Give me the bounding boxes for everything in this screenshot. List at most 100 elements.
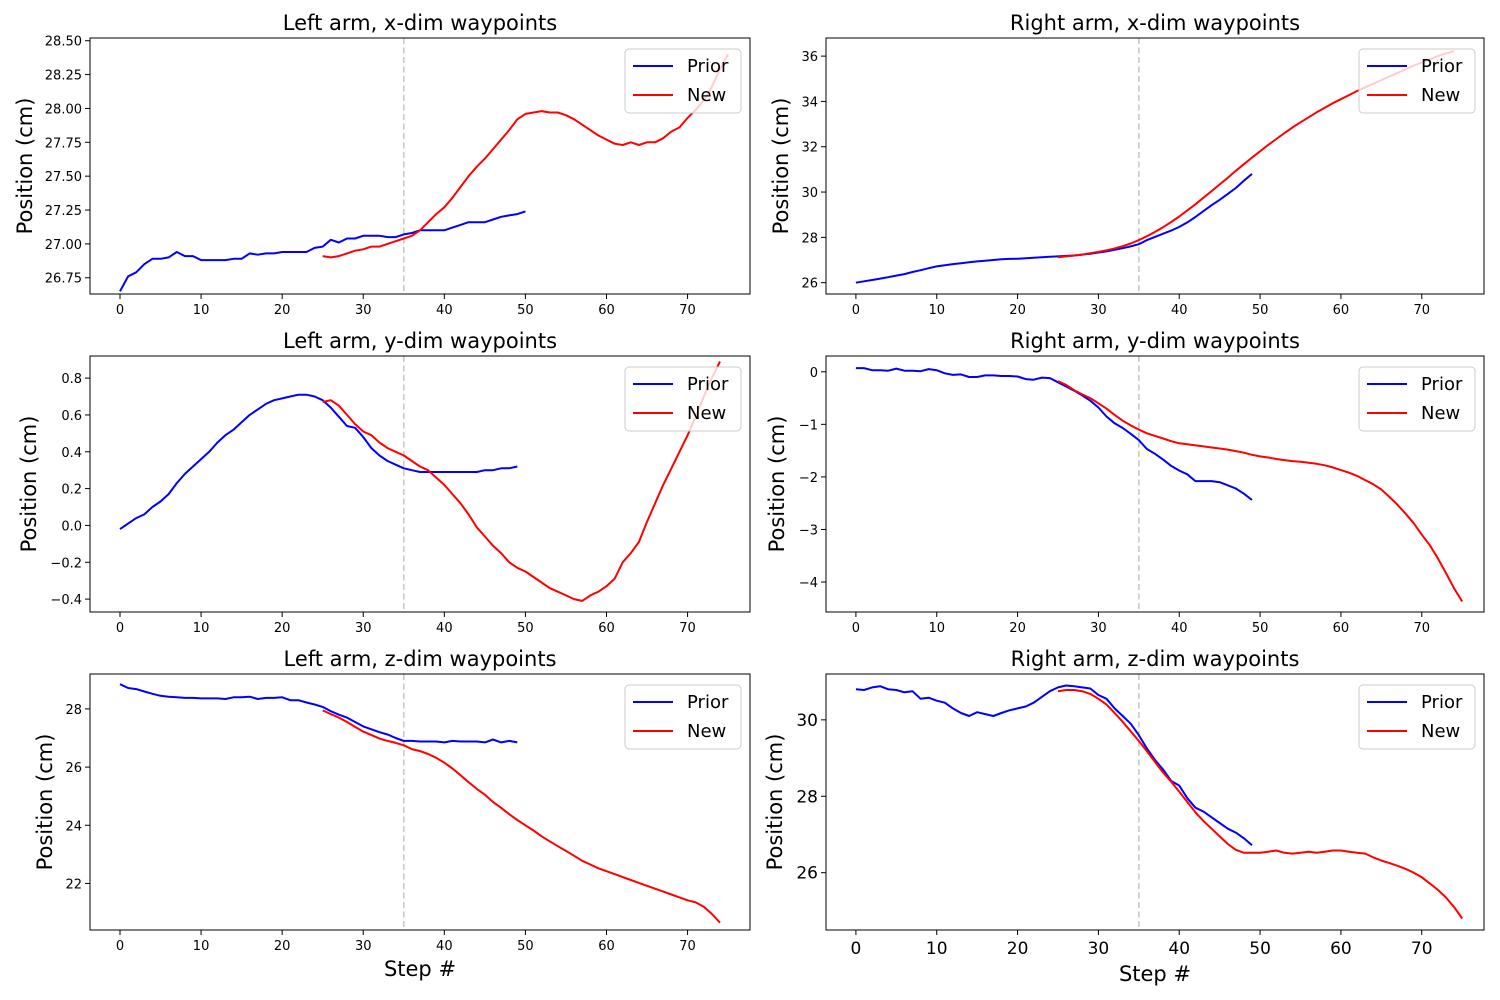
y-axis-label: Position (cm) [17, 416, 41, 553]
x-tick-label: 30 [355, 939, 372, 954]
x-tick-label: 0 [116, 621, 124, 636]
y-axis-label: Position (cm) [765, 416, 789, 553]
x-tick-label: 0 [852, 621, 860, 636]
legend-label-new: New [1421, 403, 1460, 424]
x-tick-label: 40 [1168, 939, 1190, 959]
x-tick-label: 50 [1249, 939, 1271, 959]
y-tick-label: 32 [801, 141, 818, 156]
x-tick-label: 60 [598, 621, 615, 636]
legend-label-new: New [687, 403, 726, 424]
axes-frame [825, 355, 1485, 613]
y-tick-label: 0.6 [61, 409, 82, 424]
legend-label-prior: Prior [687, 692, 729, 713]
legend: Prior New [624, 48, 742, 114]
x-tick-label: 70 [1413, 303, 1430, 318]
x-tick-label: 20 [274, 303, 291, 318]
series-line-new [322, 361, 721, 602]
x-tick-label: 0 [852, 303, 860, 318]
x-tick-label: 20 [1009, 303, 1026, 318]
x-tick-label: 0 [116, 939, 124, 954]
legend-label-prior: Prior [1421, 692, 1463, 713]
series-line-prior [119, 210, 526, 292]
subplot-right-y: Right arm, y-dim waypoints Position (cm)… [765, 329, 1485, 636]
y-tick-label: 26.75 [45, 272, 82, 287]
x-tick-label: 10 [928, 621, 945, 636]
x-tick-label: 50 [517, 621, 534, 636]
series-line-new [1057, 380, 1464, 603]
y-tick-label: 28.50 [45, 35, 82, 50]
y-tick-label: 30 [796, 711, 818, 731]
y-tick-label: 27.00 [45, 238, 82, 253]
x-tick-label: 0 [850, 939, 861, 959]
axes-frame [89, 355, 751, 613]
x-tick-label: 40 [1171, 621, 1188, 636]
y-tick-label: 22 [65, 877, 82, 892]
chart-title: Right arm, z-dim waypoints [1011, 647, 1300, 671]
legend-label-prior: Prior [1421, 374, 1463, 395]
y-tick-label: 27.75 [45, 136, 82, 151]
x-tick-label: 60 [1333, 303, 1350, 318]
y-tick-label: 26 [801, 277, 818, 292]
x-tick-label: 0 [116, 303, 124, 318]
series-line-new [322, 709, 721, 924]
y-axis-label: Position (cm) [769, 98, 793, 235]
subplot-left-z: Left arm, z-dim waypoints Position (cm) … [33, 647, 751, 981]
subplot-right-x: Right arm, x-dim waypoints Position (cm)… [769, 11, 1485, 318]
x-tick-label: 40 [436, 621, 453, 636]
y-tick-label: 36 [801, 50, 818, 65]
x-tick-label: 70 [1413, 621, 1430, 636]
x-tick-label: 20 [1009, 621, 1026, 636]
y-tick-label: 30 [801, 186, 818, 201]
series-line-prior [855, 684, 1253, 846]
x-tick-label: 20 [274, 621, 291, 636]
axes-frame [89, 37, 751, 295]
axes-frame [89, 673, 751, 931]
y-tick-label: 27.50 [45, 170, 82, 185]
legend-label-new: New [1421, 85, 1460, 106]
y-axis-label: Position (cm) [763, 734, 787, 871]
legend: Prior New [624, 684, 742, 750]
x-tick-label: 50 [517, 939, 534, 954]
x-tick-label: 20 [274, 939, 291, 954]
series-line-new [1057, 689, 1464, 920]
x-tick-label: 20 [1007, 939, 1029, 959]
series-line-prior [855, 173, 1253, 284]
x-tick-label: 30 [355, 621, 372, 636]
y-tick-label: 26 [796, 864, 818, 884]
y-tick-label: −3 [799, 523, 818, 538]
chart-title: Left arm, y-dim waypoints [283, 329, 557, 353]
y-tick-label: 28 [801, 231, 818, 246]
legend-label-new: New [687, 85, 726, 106]
legend-label-prior: Prior [687, 56, 729, 77]
x-tick-label: 10 [928, 303, 945, 318]
x-tick-label: 50 [1252, 621, 1269, 636]
legend: Prior New [1358, 366, 1476, 432]
y-tick-label: −1 [799, 418, 818, 433]
x-tick-label: 50 [517, 303, 534, 318]
y-tick-label: 0.2 [61, 483, 82, 498]
x-axis-label: Step # [1119, 962, 1191, 986]
y-tick-label: 0.8 [61, 372, 82, 387]
y-tick-label: 0 [810, 366, 818, 381]
series-line-prior [855, 367, 1253, 501]
axes-frame [825, 37, 1485, 295]
y-tick-label: 28 [796, 787, 818, 807]
y-tick-label: −4 [799, 576, 818, 591]
x-tick-label: 40 [1171, 303, 1188, 318]
y-tick-label: 26 [65, 761, 82, 776]
x-tick-label: 10 [926, 939, 948, 959]
y-axis-label: Position (cm) [13, 98, 37, 235]
x-tick-label: 50 [1252, 303, 1269, 318]
y-tick-label: 0.4 [61, 446, 82, 461]
legend-label-new: New [1421, 721, 1460, 742]
series-line-prior [119, 393, 518, 530]
x-tick-label: 70 [679, 621, 696, 636]
legend: Prior New [1358, 48, 1476, 114]
x-tick-label: 70 [1411, 939, 1433, 959]
x-tick-label: 30 [355, 303, 372, 318]
y-tick-label: 28.00 [45, 102, 82, 117]
y-tick-label: 28.25 [45, 69, 82, 84]
x-tick-label: 70 [679, 939, 696, 954]
axes-frame [825, 673, 1485, 931]
